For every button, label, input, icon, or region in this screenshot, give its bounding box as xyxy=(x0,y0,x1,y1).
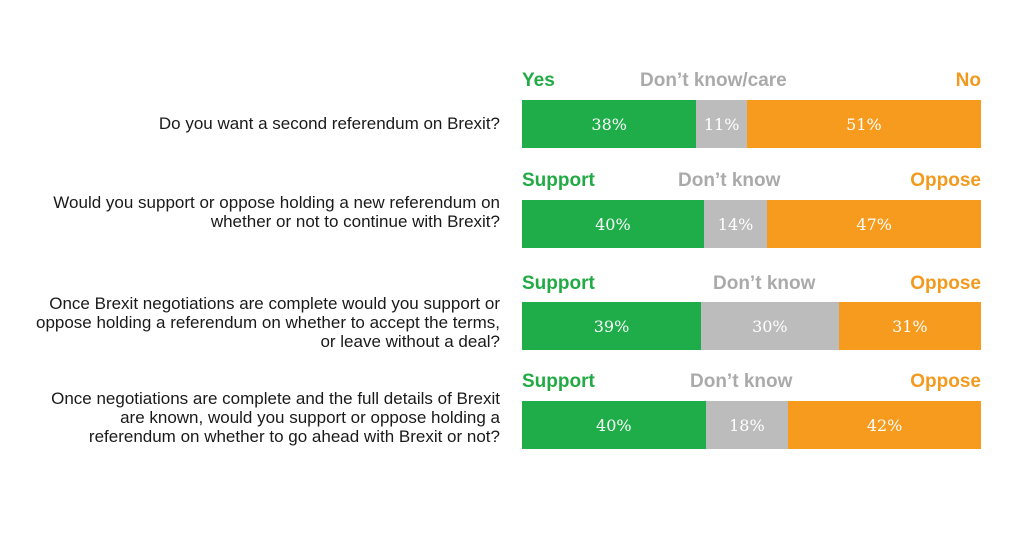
value-label: 14% xyxy=(717,214,754,234)
segment-dont-know: 14% xyxy=(703,200,768,248)
value-label: 40% xyxy=(596,415,632,435)
value-label: 51% xyxy=(846,114,882,134)
value-label: 31% xyxy=(892,316,928,336)
label-yes: Yes xyxy=(522,70,555,91)
value-label: 38% xyxy=(591,114,627,134)
label-dont-know: Don’t know xyxy=(678,170,781,191)
label-oppose: Oppose xyxy=(910,273,981,294)
question-text: Would you support or oppose holding a ne… xyxy=(53,193,500,231)
label-support: Support xyxy=(522,273,595,294)
question-text: Once negotiations are complete and the f… xyxy=(51,389,500,446)
value-label: 47% xyxy=(856,214,892,234)
segment-support: 40% xyxy=(522,200,704,248)
segment-oppose: 47% xyxy=(767,200,981,248)
question-text: Once Brexit negotiations are complete wo… xyxy=(35,294,500,351)
label-support: Support xyxy=(522,170,595,191)
value-label: 39% xyxy=(593,316,630,336)
segment-dont-know: 11% xyxy=(696,100,747,148)
value-label: 18% xyxy=(729,415,765,435)
label-dont-know: Don’t know xyxy=(713,273,816,294)
label-oppose: Oppose xyxy=(910,170,981,191)
segment-oppose: 42% xyxy=(788,401,981,449)
bar-row: 38% 11% 51% xyxy=(522,100,981,148)
value-label: 40% xyxy=(595,214,631,234)
segment-yes: 38% xyxy=(522,100,697,148)
bar-row: 40% 18% 42% xyxy=(522,401,981,449)
segment-support: 39% xyxy=(522,302,701,350)
segment-support: 40% xyxy=(522,401,706,449)
segment-no: 51% xyxy=(746,100,981,148)
value-label: 30% xyxy=(752,316,788,336)
segment-oppose: 31% xyxy=(838,302,981,350)
label-dont-know: Don’t know/care xyxy=(640,70,787,91)
label-support: Support xyxy=(522,371,595,392)
value-label: 11% xyxy=(703,114,740,134)
value-label: 42% xyxy=(866,415,903,435)
bar-row: 39% 30% 31% xyxy=(522,302,981,350)
label-no: No xyxy=(955,70,981,91)
segment-dont-know: 30% xyxy=(701,302,839,350)
question-text: Do you want a second referendum on Brexi… xyxy=(158,114,500,133)
label-oppose: Oppose xyxy=(910,371,981,392)
label-dont-know: Don’t know xyxy=(690,371,793,392)
segment-dont-know: 18% xyxy=(705,401,789,449)
bar-row: 40% 14% 47% xyxy=(522,200,981,248)
